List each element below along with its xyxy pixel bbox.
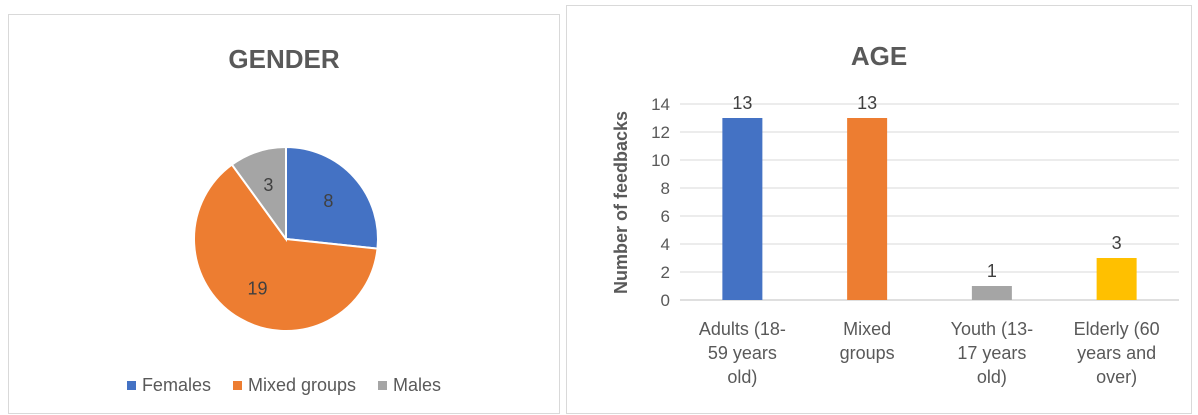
y-tick-label: 14 — [651, 95, 670, 114]
age-chart-panel: AGE Number of feedbacks 0 2 4 6 8 10 12 14 13 13 1… — [566, 5, 1192, 414]
bar — [722, 118, 763, 300]
bar — [1096, 258, 1137, 300]
legend-item: Mixed groups — [232, 375, 357, 396]
bar-data-label: 13 — [732, 93, 752, 113]
y-tick-label: 10 — [651, 151, 670, 170]
x-tick-label: Elderly (60 years and over) — [1073, 319, 1160, 387]
pie-slice-males — [230, 145, 287, 243]
bar-data-label: 3 — [1112, 233, 1122, 253]
pie-data-label: 8 — [323, 191, 333, 211]
legend-label: Females — [141, 375, 211, 395]
legend-swatch — [378, 381, 388, 390]
x-tick-label: Youth (13- 17 years old) — [950, 319, 1034, 387]
legend-label: Mixed groups — [247, 375, 357, 395]
y-tick-label: 6 — [661, 207, 670, 226]
x-tick-label: Mixed groups — [839, 319, 895, 363]
legend-label: Males — [393, 375, 442, 395]
legend-item: Females — [126, 375, 211, 396]
bar — [847, 118, 888, 300]
y-tick-label: 12 — [651, 123, 670, 142]
gender-pie-chart: 8 19 3 — [193, 145, 379, 332]
legend-swatch — [232, 381, 242, 390]
y-tick-label: 0 — [661, 291, 670, 310]
age-chart-title: AGE — [850, 41, 908, 71]
gender-chart-title: GENDER — [228, 44, 340, 74]
y-tick-label: 2 — [661, 263, 670, 282]
pie-slice-females — [285, 145, 379, 250]
legend-item: Males — [378, 375, 441, 396]
bar — [971, 286, 1012, 300]
bar-data-label: 1 — [987, 261, 997, 281]
pie-slice-mixed-groups — [193, 163, 379, 332]
y-tick-label: 8 — [661, 179, 670, 198]
x-tick-label: Adults (18- 59 years old) — [698, 319, 786, 387]
pie-data-label: 19 — [247, 278, 267, 298]
gender-chart-panel: GENDER 8 19 3 Females Mixed groups Males — [8, 14, 560, 414]
y-tick-label: 4 — [661, 235, 670, 254]
gender-legend: Females Mixed groups Males — [9, 375, 559, 396]
legend-swatch — [126, 381, 136, 390]
pie-data-label: 3 — [263, 175, 273, 195]
bar-data-label: 13 — [857, 93, 877, 113]
